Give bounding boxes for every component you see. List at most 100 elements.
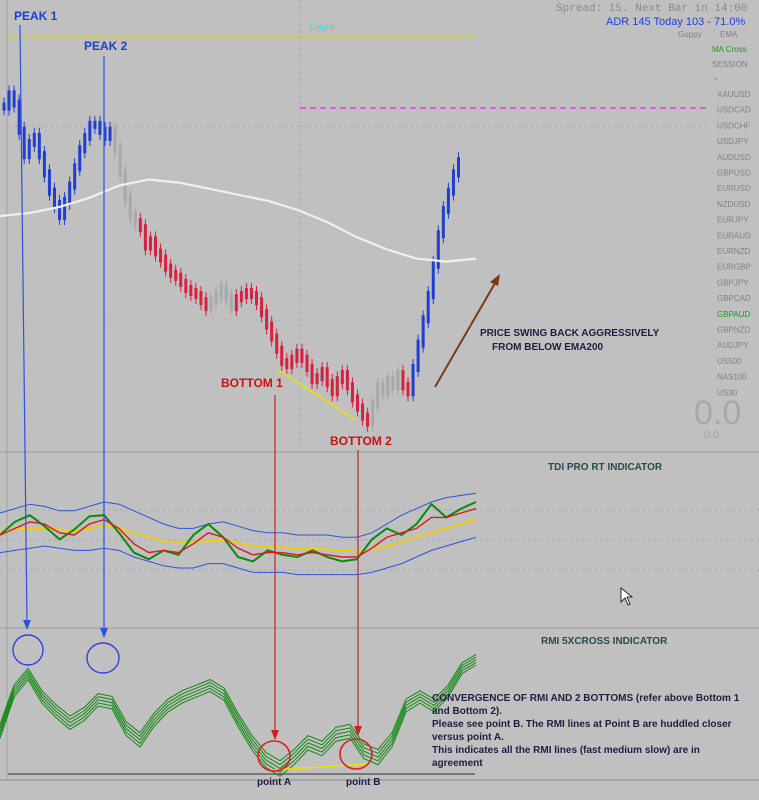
- candle-body: [335, 376, 339, 397]
- swing-note-line1: PRICE SWING BACK AGGRESSIVELY: [480, 328, 660, 339]
- candle-body: [416, 339, 420, 372]
- rmi-line-4: [0, 661, 477, 774]
- candle-body: [7, 90, 11, 111]
- adr-readout: ADR 145 Today 103 - 71.0%: [606, 16, 745, 28]
- candle-body: [32, 132, 36, 148]
- ma-cross-label[interactable]: MA Cross: [712, 45, 747, 54]
- note-line-1: CONVERGENCE OF RMI AND 2 BOTTOMS (refer …: [432, 693, 740, 704]
- peak1-arrowhead-icon: [23, 620, 31, 630]
- bottom1-label: BOTTOM 1: [221, 376, 283, 390]
- candle-body: [128, 193, 132, 220]
- candlestick-series: [2, 85, 460, 432]
- candle-body: [386, 376, 390, 397]
- symbol-gbpnzd[interactable]: GBPNZD: [717, 326, 751, 335]
- candle-body: [441, 205, 445, 239]
- point-b-label: point B: [346, 777, 380, 788]
- symbol-audusd[interactable]: AUDUSD: [717, 153, 751, 162]
- symbol-xauusd[interactable]: XAUUSD: [717, 90, 751, 99]
- peak2-label: PEAK 2: [84, 39, 128, 53]
- symbol-eurnzd[interactable]: EURNZD: [717, 247, 751, 256]
- ema200-line: [0, 178, 477, 263]
- bottoms-trendline: [277, 369, 357, 421]
- candle-body: [239, 291, 243, 303]
- tdi-lower-band: [0, 536, 477, 576]
- price-display-small: 0.0: [704, 429, 719, 441]
- candle-body: [63, 196, 67, 220]
- candle-body: [93, 120, 97, 129]
- rmi-line-5: [0, 664, 477, 777]
- candle-body: [159, 248, 163, 263]
- collapse-icon[interactable]: ⌄: [712, 73, 719, 82]
- symbol-euraud[interactable]: EURAUD: [717, 231, 751, 240]
- candle-body: [345, 370, 349, 391]
- symbol-usdcad[interactable]: USDCAD: [717, 106, 751, 115]
- swing-arrowhead-icon: [490, 274, 500, 286]
- candle-body: [164, 254, 168, 272]
- guppy-label[interactable]: Guppy: [678, 30, 702, 39]
- candle-body: [381, 382, 385, 397]
- candle-body: [179, 272, 183, 287]
- symbol-eurjpy[interactable]: EURJPY: [717, 216, 749, 225]
- symbol-nzdusd[interactable]: NZDUSD: [717, 200, 751, 209]
- candle-body: [300, 348, 304, 363]
- symbol-usdchf[interactable]: USDCHF: [717, 121, 750, 130]
- candle-body: [78, 145, 82, 172]
- symbol-usdjpy[interactable]: USDJPY: [717, 137, 749, 146]
- candle-body: [209, 297, 213, 312]
- candle-body: [451, 169, 455, 196]
- candle-body: [68, 181, 72, 205]
- symbol-eurgbp[interactable]: EURGBP: [717, 263, 751, 272]
- symbol-us500[interactable]: US500: [717, 357, 742, 366]
- note-line-3: Please see point B. The RMI lines at Poi…: [432, 719, 732, 730]
- candle-body: [17, 99, 21, 135]
- candle-body: [58, 199, 62, 220]
- symbol-eurusd[interactable]: EURUSD: [717, 184, 751, 193]
- rmi-indicator: [0, 653, 477, 777]
- convergence-note: CONVERGENCE OF RMI AND 2 BOTTOMS (refer …: [432, 693, 740, 769]
- candle-body: [260, 297, 264, 318]
- symbol-audjpy[interactable]: AUDJPY: [717, 341, 749, 350]
- symbol-gbpusd[interactable]: GBPUSD: [717, 169, 751, 178]
- candle-body: [138, 218, 142, 233]
- candle-body: [148, 236, 152, 251]
- price-display-big: 0.0: [694, 394, 741, 432]
- candle-body: [421, 315, 425, 348]
- symbol-gbpaud[interactable]: GBPAUD: [717, 310, 750, 319]
- peak-arrows: [19, 24, 105, 630]
- candle-body: [199, 291, 203, 306]
- candle-body: [285, 357, 289, 369]
- swing-arrow: [434, 277, 499, 388]
- swing-note-line2: FROM BELOW EMA200: [492, 342, 604, 353]
- candle-body: [27, 139, 31, 160]
- symbol-gbpcad[interactable]: GBPCAD: [717, 294, 751, 303]
- ema-label[interactable]: EMA: [720, 30, 738, 39]
- symbol-gbpjpy[interactable]: GBPJPY: [717, 278, 749, 287]
- bottom2-arrowhead-icon: [354, 726, 362, 736]
- mouse-cursor-icon: [620, 587, 634, 606]
- candle-body: [457, 157, 460, 178]
- point-a-circle: [257, 740, 291, 772]
- candle-body: [169, 263, 173, 278]
- bottom2-label: BOTTOM 2: [330, 434, 392, 448]
- candle-body: [154, 236, 157, 257]
- candle-body: [406, 382, 410, 397]
- candle-body: [436, 230, 440, 269]
- point-b-circle: [339, 738, 373, 770]
- candle-body: [361, 403, 365, 421]
- candle-body: [244, 288, 248, 300]
- candle-body: [229, 294, 233, 312]
- candle-body: [376, 382, 380, 409]
- symbol-us30[interactable]: US30: [717, 388, 738, 397]
- candle-body: [53, 187, 56, 208]
- dayhi-label: DayHi: [310, 22, 335, 32]
- candle-body: [280, 345, 284, 366]
- candle-body: [22, 126, 26, 160]
- symbol-list: XAUUSD USDCAD USDCHF USDJPY AUDUSD GBPUSD EURU…: [717, 90, 751, 397]
- candle-body: [143, 224, 147, 251]
- symbol-nas100[interactable]: NAS100: [717, 373, 747, 382]
- session-label[interactable]: SESSION: [712, 60, 748, 69]
- candle-body: [189, 284, 193, 296]
- candle-body: [340, 370, 344, 385]
